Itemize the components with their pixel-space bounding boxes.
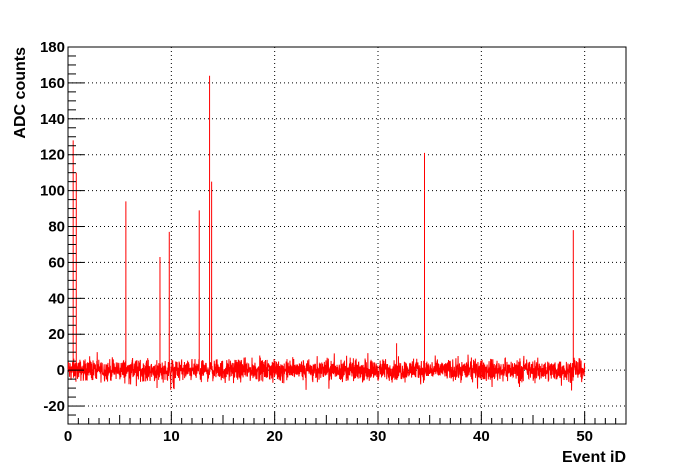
y-tick-label: -20 <box>43 398 65 415</box>
y-tick-label: 140 <box>40 111 65 128</box>
x-tick-label: 20 <box>266 428 283 445</box>
x-tick-label: 40 <box>473 428 490 445</box>
series-line <box>67 75 586 391</box>
x-tick-label: 0 <box>64 428 72 445</box>
y-tick-label: 40 <box>48 290 65 307</box>
axes: 0 10 20 30 40 50 -20 0 20 40 60 80 100 120 140 160 180 <box>40 39 627 445</box>
y-tick-label: 60 <box>48 254 65 271</box>
y-tick-label: 20 <box>48 326 65 343</box>
y-axis-title: ADC counts <box>12 47 29 139</box>
x-axis-title: Event iD <box>562 449 626 466</box>
data-series <box>67 75 586 391</box>
x-tick-label: 10 <box>163 428 180 445</box>
y-tick-label: 120 <box>40 147 65 164</box>
grid-lines <box>68 47 626 424</box>
x-tick-label: 50 <box>576 428 593 445</box>
y-tick-label: 160 <box>40 75 65 92</box>
y-tick-label: 80 <box>48 219 65 236</box>
y-tick-label: 100 <box>40 183 65 200</box>
x-tick-label: 30 <box>370 428 387 445</box>
y-tick-label: 0 <box>57 362 65 379</box>
y-tick-label: 180 <box>40 39 65 56</box>
